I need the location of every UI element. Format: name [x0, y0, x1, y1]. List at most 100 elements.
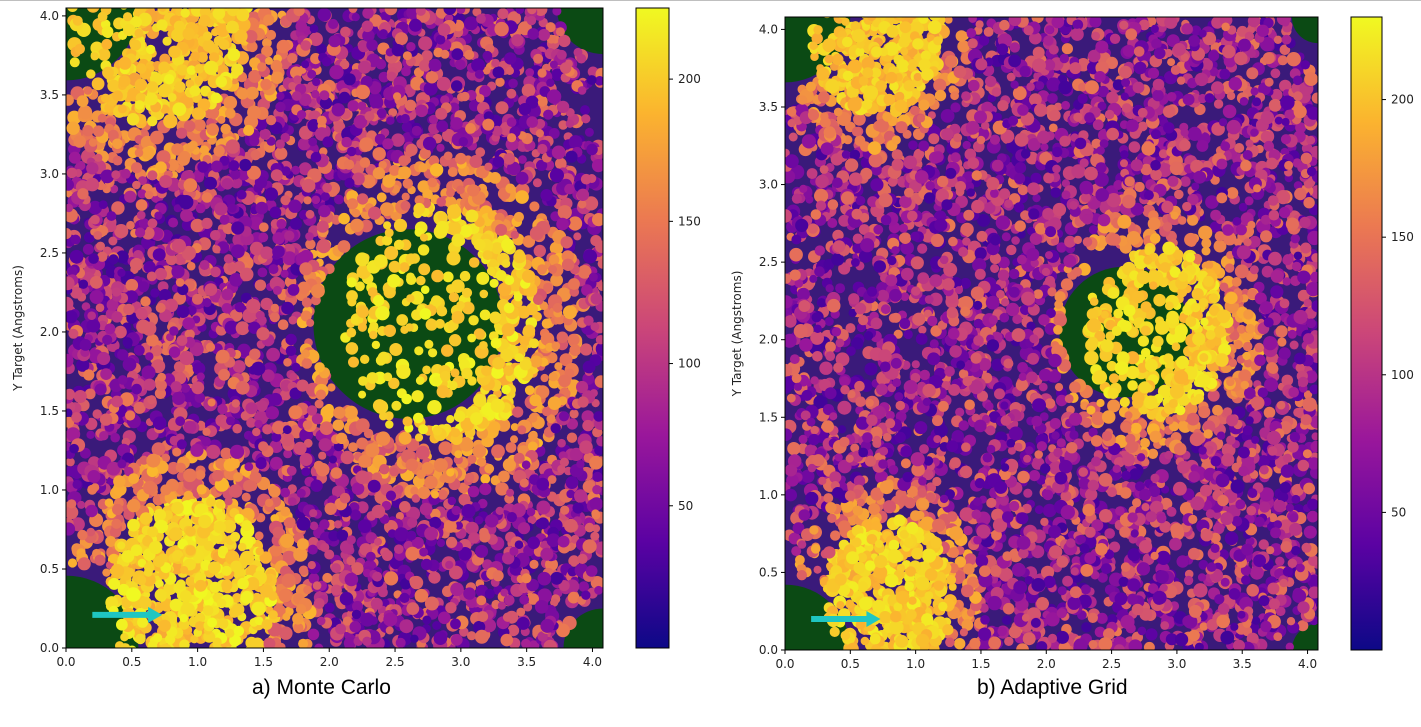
scatter-point — [163, 0, 171, 3]
scatter-point — [269, 392, 282, 406]
scatter-point — [582, 539, 597, 554]
scatter-point — [68, 151, 81, 164]
scatter-point — [167, 93, 177, 102]
scatter-point — [591, 509, 600, 518]
scatter-point — [176, 127, 188, 139]
scatter-point — [66, 353, 74, 368]
scatter-point — [456, 8, 466, 14]
scatter-point — [289, 372, 298, 381]
scatter-point — [389, 467, 399, 477]
scatter-point — [218, 368, 231, 381]
scatter-point — [205, 342, 216, 352]
scatter-point — [568, 555, 580, 567]
scatter-point — [296, 516, 311, 531]
scatter-point — [183, 178, 198, 193]
scatter-point — [446, 536, 458, 549]
scatter-point — [364, 111, 375, 122]
scatter-point — [78, 105, 93, 120]
scatter-point — [73, 390, 87, 403]
scatter-point — [504, 52, 517, 65]
scatter-point — [101, 38, 113, 50]
scatter-point — [443, 519, 457, 533]
scatter-point — [576, 460, 585, 469]
scatter-point — [421, 462, 434, 475]
scatter-point — [201, 436, 211, 447]
scatter-point — [461, 504, 476, 519]
scatter-point — [90, 0, 101, 4]
scatter-point — [284, 517, 296, 529]
scatter-point — [322, 182, 332, 193]
scatter-point — [351, 13, 360, 22]
scatter-point — [159, 53, 171, 65]
scatter-point — [241, 492, 251, 502]
scatter-point — [168, 45, 181, 59]
scatter-point — [197, 161, 209, 173]
scatter-point — [192, 293, 203, 305]
scatter-point — [100, 368, 112, 380]
scatter-point — [155, 579, 164, 589]
scatter-point — [270, 169, 283, 182]
scatter-point — [378, 71, 390, 83]
scatter-point — [276, 642, 286, 648]
scatter-point — [529, 559, 539, 570]
scatter-point — [215, 76, 227, 88]
scatter-point — [468, 532, 480, 544]
scatter-point — [360, 612, 375, 627]
scatter-point — [176, 335, 188, 346]
scatter-point — [134, 78, 148, 91]
scatter-point — [576, 53, 587, 64]
scatter-point — [288, 497, 297, 506]
scatter-point — [239, 158, 252, 172]
scatter-point — [203, 8, 206, 9]
scatter-point — [527, 8, 537, 15]
scatter-point — [547, 475, 557, 484]
scatter-point — [428, 348, 438, 358]
scatter-point — [383, 612, 398, 627]
scatter-point — [73, 135, 86, 148]
scatter-point — [259, 222, 269, 232]
scatter-point — [150, 288, 160, 298]
scatter-point — [535, 129, 545, 138]
scatter-point — [269, 544, 283, 557]
scatter-point — [436, 538, 446, 548]
scatter-point — [76, 95, 89, 108]
scatter-point — [283, 358, 292, 367]
scatter-point — [384, 228, 394, 238]
scatter-point — [436, 197, 447, 207]
scatter-point — [333, 406, 346, 419]
scatter-point — [534, 600, 549, 614]
scatter-point — [186, 261, 196, 271]
scatter-point — [67, 499, 77, 509]
scatter-point — [316, 616, 326, 626]
scatter-point — [568, 278, 580, 290]
scatter-point — [401, 192, 410, 201]
scatter-point — [125, 278, 139, 292]
scatter-point — [236, 189, 247, 200]
scatter-point — [147, 116, 158, 127]
scatter-point — [143, 480, 157, 495]
scatter-point — [77, 188, 89, 200]
scatter-point — [577, 396, 589, 408]
scatter-point — [145, 352, 154, 361]
scatter-point — [175, 462, 186, 473]
scatter-point — [582, 419, 594, 432]
scatter-point — [157, 372, 167, 382]
scatter-point — [540, 373, 549, 383]
scatter-point — [201, 217, 213, 229]
scatter-point — [68, 328, 79, 339]
top-divider — [0, 0, 1421, 1]
scatter-point — [585, 565, 598, 577]
scatter-point — [528, 431, 538, 441]
scatter-point — [281, 301, 294, 315]
scatter-point — [372, 147, 386, 161]
scatter-point — [405, 458, 419, 472]
scatter-point — [66, 179, 74, 191]
scatter-point — [256, 327, 270, 341]
scatter-point — [258, 441, 269, 452]
scatter-point — [132, 180, 141, 190]
scatter-point — [171, 265, 185, 279]
scatter-point — [297, 281, 311, 295]
scatter-point — [146, 44, 156, 55]
scatter-point — [549, 241, 564, 255]
scatter-point — [375, 58, 387, 70]
